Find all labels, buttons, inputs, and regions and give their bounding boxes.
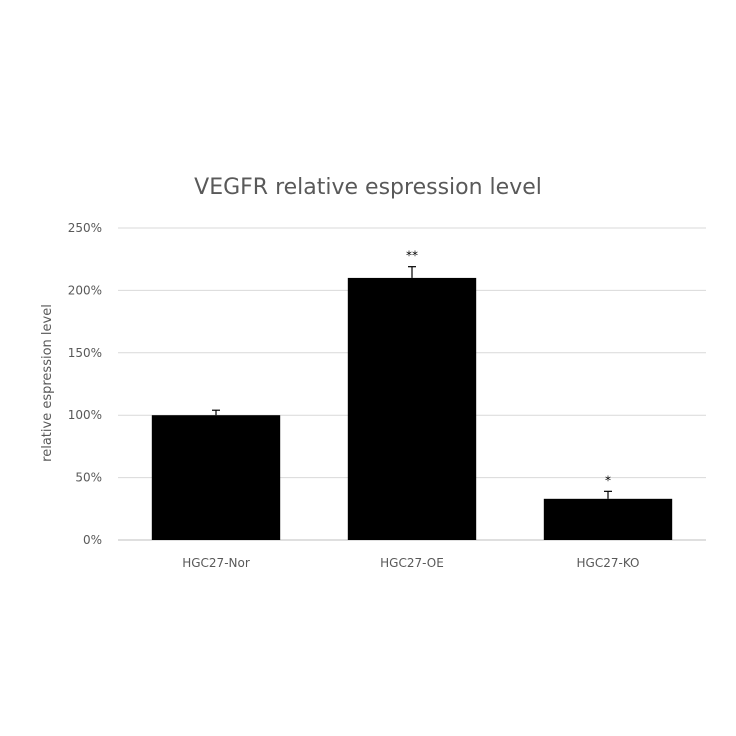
bar-hgc27-oe [347, 277, 477, 540]
y-tick-label: 50% [75, 471, 102, 485]
y-tick-label: 150% [68, 346, 102, 360]
y-tick-label: 250% [68, 221, 102, 235]
x-tick-label: HGC27-Nor [182, 556, 250, 570]
y-axis-ticks: 0% 50% 100% 150% 200% 250% [68, 221, 102, 547]
y-tick-label: 100% [68, 408, 102, 422]
y-axis-title: relative espression level [40, 304, 55, 462]
chart-title: VEGFR relative espression level [194, 175, 542, 200]
bars [151, 277, 673, 540]
significance-markers: *** [406, 249, 611, 488]
x-tick-label: HGC27-OE [380, 556, 444, 570]
y-tick-label: 0% [83, 533, 102, 547]
error-bar-hgc27-ko [604, 490, 612, 499]
error-bar-hgc27-nor [212, 409, 220, 416]
x-tick-label: HGC27-KO [577, 556, 640, 570]
error-bars [212, 266, 612, 499]
bar-hgc27-nor [151, 415, 281, 540]
significance-marker: ** [406, 249, 418, 263]
y-tick-label: 200% [68, 283, 102, 297]
x-axis-ticks: HGC27-Nor HGC27-OE HGC27-KO [182, 556, 639, 570]
bar-hgc27-ko [543, 498, 673, 540]
significance-marker: * [605, 473, 611, 487]
error-bar-hgc27-oe [408, 266, 416, 278]
